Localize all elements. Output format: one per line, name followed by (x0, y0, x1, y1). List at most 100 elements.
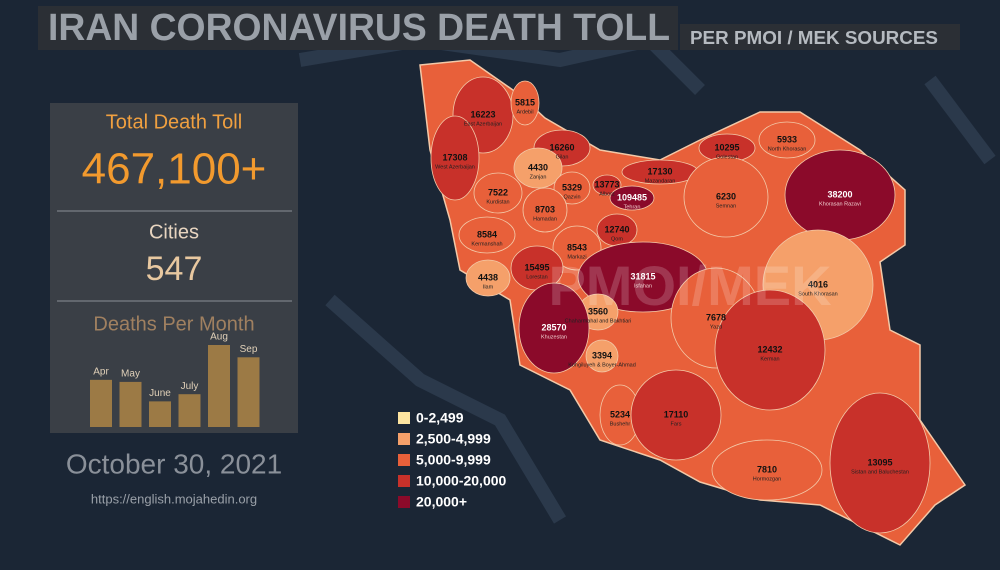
province-value: 16260 (549, 142, 574, 152)
province-value: 31815 (630, 271, 655, 281)
bar-label: Aug (210, 332, 228, 343)
province-value: 16223 (470, 109, 495, 119)
bar (237, 357, 260, 427)
province-name: Chaharmahal and Bakhtiari (565, 318, 632, 324)
province-value: 38200 (827, 189, 852, 199)
bar (178, 394, 201, 427)
province-name: Hamadan (533, 216, 557, 222)
province (510, 80, 540, 126)
province (430, 115, 480, 201)
legend-label: 10,000-20,000 (416, 473, 507, 489)
province (829, 392, 931, 534)
province-value: 15495 (524, 262, 549, 272)
province-name: Gilan (556, 154, 569, 160)
province-value: 6230 (716, 191, 736, 201)
province-value: 5933 (777, 134, 797, 144)
watermark: PMOI/MEK (548, 254, 831, 317)
province-name: Kerman (760, 356, 779, 362)
province-name: Kohgiluyeh & Boyer-Ahmad (568, 362, 636, 368)
legend-label: 0-2,499 (416, 410, 464, 426)
province-name: Tehran (624, 204, 641, 210)
province-value: 5234 (610, 409, 630, 419)
bar-label: May (121, 369, 140, 380)
province (683, 156, 769, 238)
province (513, 147, 563, 189)
bar (208, 345, 230, 427)
province-value: 3394 (592, 350, 612, 360)
province-name: West Azerbaijan (435, 164, 475, 170)
bar (119, 381, 142, 427)
province-value: 17130 (647, 166, 672, 176)
legend-swatch (398, 433, 410, 445)
province-value: 17308 (442, 152, 467, 162)
bar-label: Sep (240, 344, 258, 355)
province-value: 8703 (535, 204, 555, 214)
province-value: 7678 (706, 312, 726, 322)
province-name: Zanjan (530, 174, 547, 180)
province-name: Bushehr (610, 421, 631, 427)
province-value: 10295 (714, 142, 739, 152)
province-name: Golestan (716, 154, 738, 160)
bar-label: July (181, 381, 199, 392)
legend-swatch (398, 454, 410, 466)
province-name: Kurdistan (486, 199, 509, 205)
province-name: Sistan and Baluchestan (851, 469, 909, 475)
province-value: 8543 (567, 242, 587, 252)
province (522, 187, 568, 233)
url: https://english.mojahedin.org (91, 491, 257, 506)
province-name: Semnan (716, 203, 737, 209)
province-value: 7810 (757, 464, 777, 474)
province-value: 12432 (757, 344, 782, 354)
province-name: Qom (611, 236, 623, 242)
province-value: 109485 (617, 192, 647, 202)
title-box (38, 6, 678, 50)
province-value: 4430 (528, 162, 548, 172)
province (465, 259, 511, 297)
province-name: Hormozgan (753, 476, 781, 482)
legend-label: 2,500-4,999 (416, 431, 491, 447)
province-value: 3560 (588, 306, 608, 316)
province-value: 7522 (488, 187, 508, 197)
province-value: 28570 (541, 322, 566, 332)
province-name: Mazandaran (645, 178, 676, 184)
province-value: 12740 (604, 224, 629, 234)
bar-label: Apr (93, 366, 109, 377)
legend: 0-2,499 2,500-4,999 5,000-9,999 10,000-20,0… (398, 410, 507, 510)
province-name: Qazvin (563, 194, 580, 200)
province (518, 282, 590, 374)
legend-swatch (398, 475, 410, 487)
chart-title: Deaths Per Month (93, 313, 254, 335)
province-name: Isfahan (634, 283, 652, 289)
province (592, 174, 622, 196)
province-value: 4438 (478, 272, 498, 282)
province-name: Fars (671, 421, 682, 427)
total-label: Total Death Toll (106, 111, 242, 133)
subtitle-box (680, 24, 960, 50)
province (714, 289, 826, 411)
province-value: 4016 (808, 279, 828, 289)
province-name: Khorasan Razavi (819, 201, 861, 207)
province (630, 369, 722, 461)
province-value: 5329 (562, 182, 582, 192)
cities-label: Cities (149, 221, 199, 243)
province-value: 8584 (477, 229, 497, 239)
legend-swatch (398, 412, 410, 424)
province-name: Kermanshah (471, 241, 502, 247)
province-name: Alborz (599, 191, 615, 197)
province-value: 13773 (594, 179, 619, 189)
province (711, 439, 823, 501)
bar-label: June (149, 388, 171, 399)
province-name: Ilam (483, 284, 494, 290)
legend-label: 20,000+ (416, 494, 467, 510)
province-value: 5815 (515, 97, 535, 107)
province-name: Yazd (710, 324, 722, 330)
total-value: 467,100+ (82, 145, 267, 194)
province-name: Ardebil (516, 109, 533, 115)
cities-value: 547 (146, 250, 203, 288)
province (609, 185, 655, 211)
province-name: South Khorasan (798, 291, 837, 297)
bar (149, 401, 171, 427)
legend-label: 5,000-9,999 (416, 452, 491, 468)
province-name: North Khorasan (768, 146, 807, 152)
